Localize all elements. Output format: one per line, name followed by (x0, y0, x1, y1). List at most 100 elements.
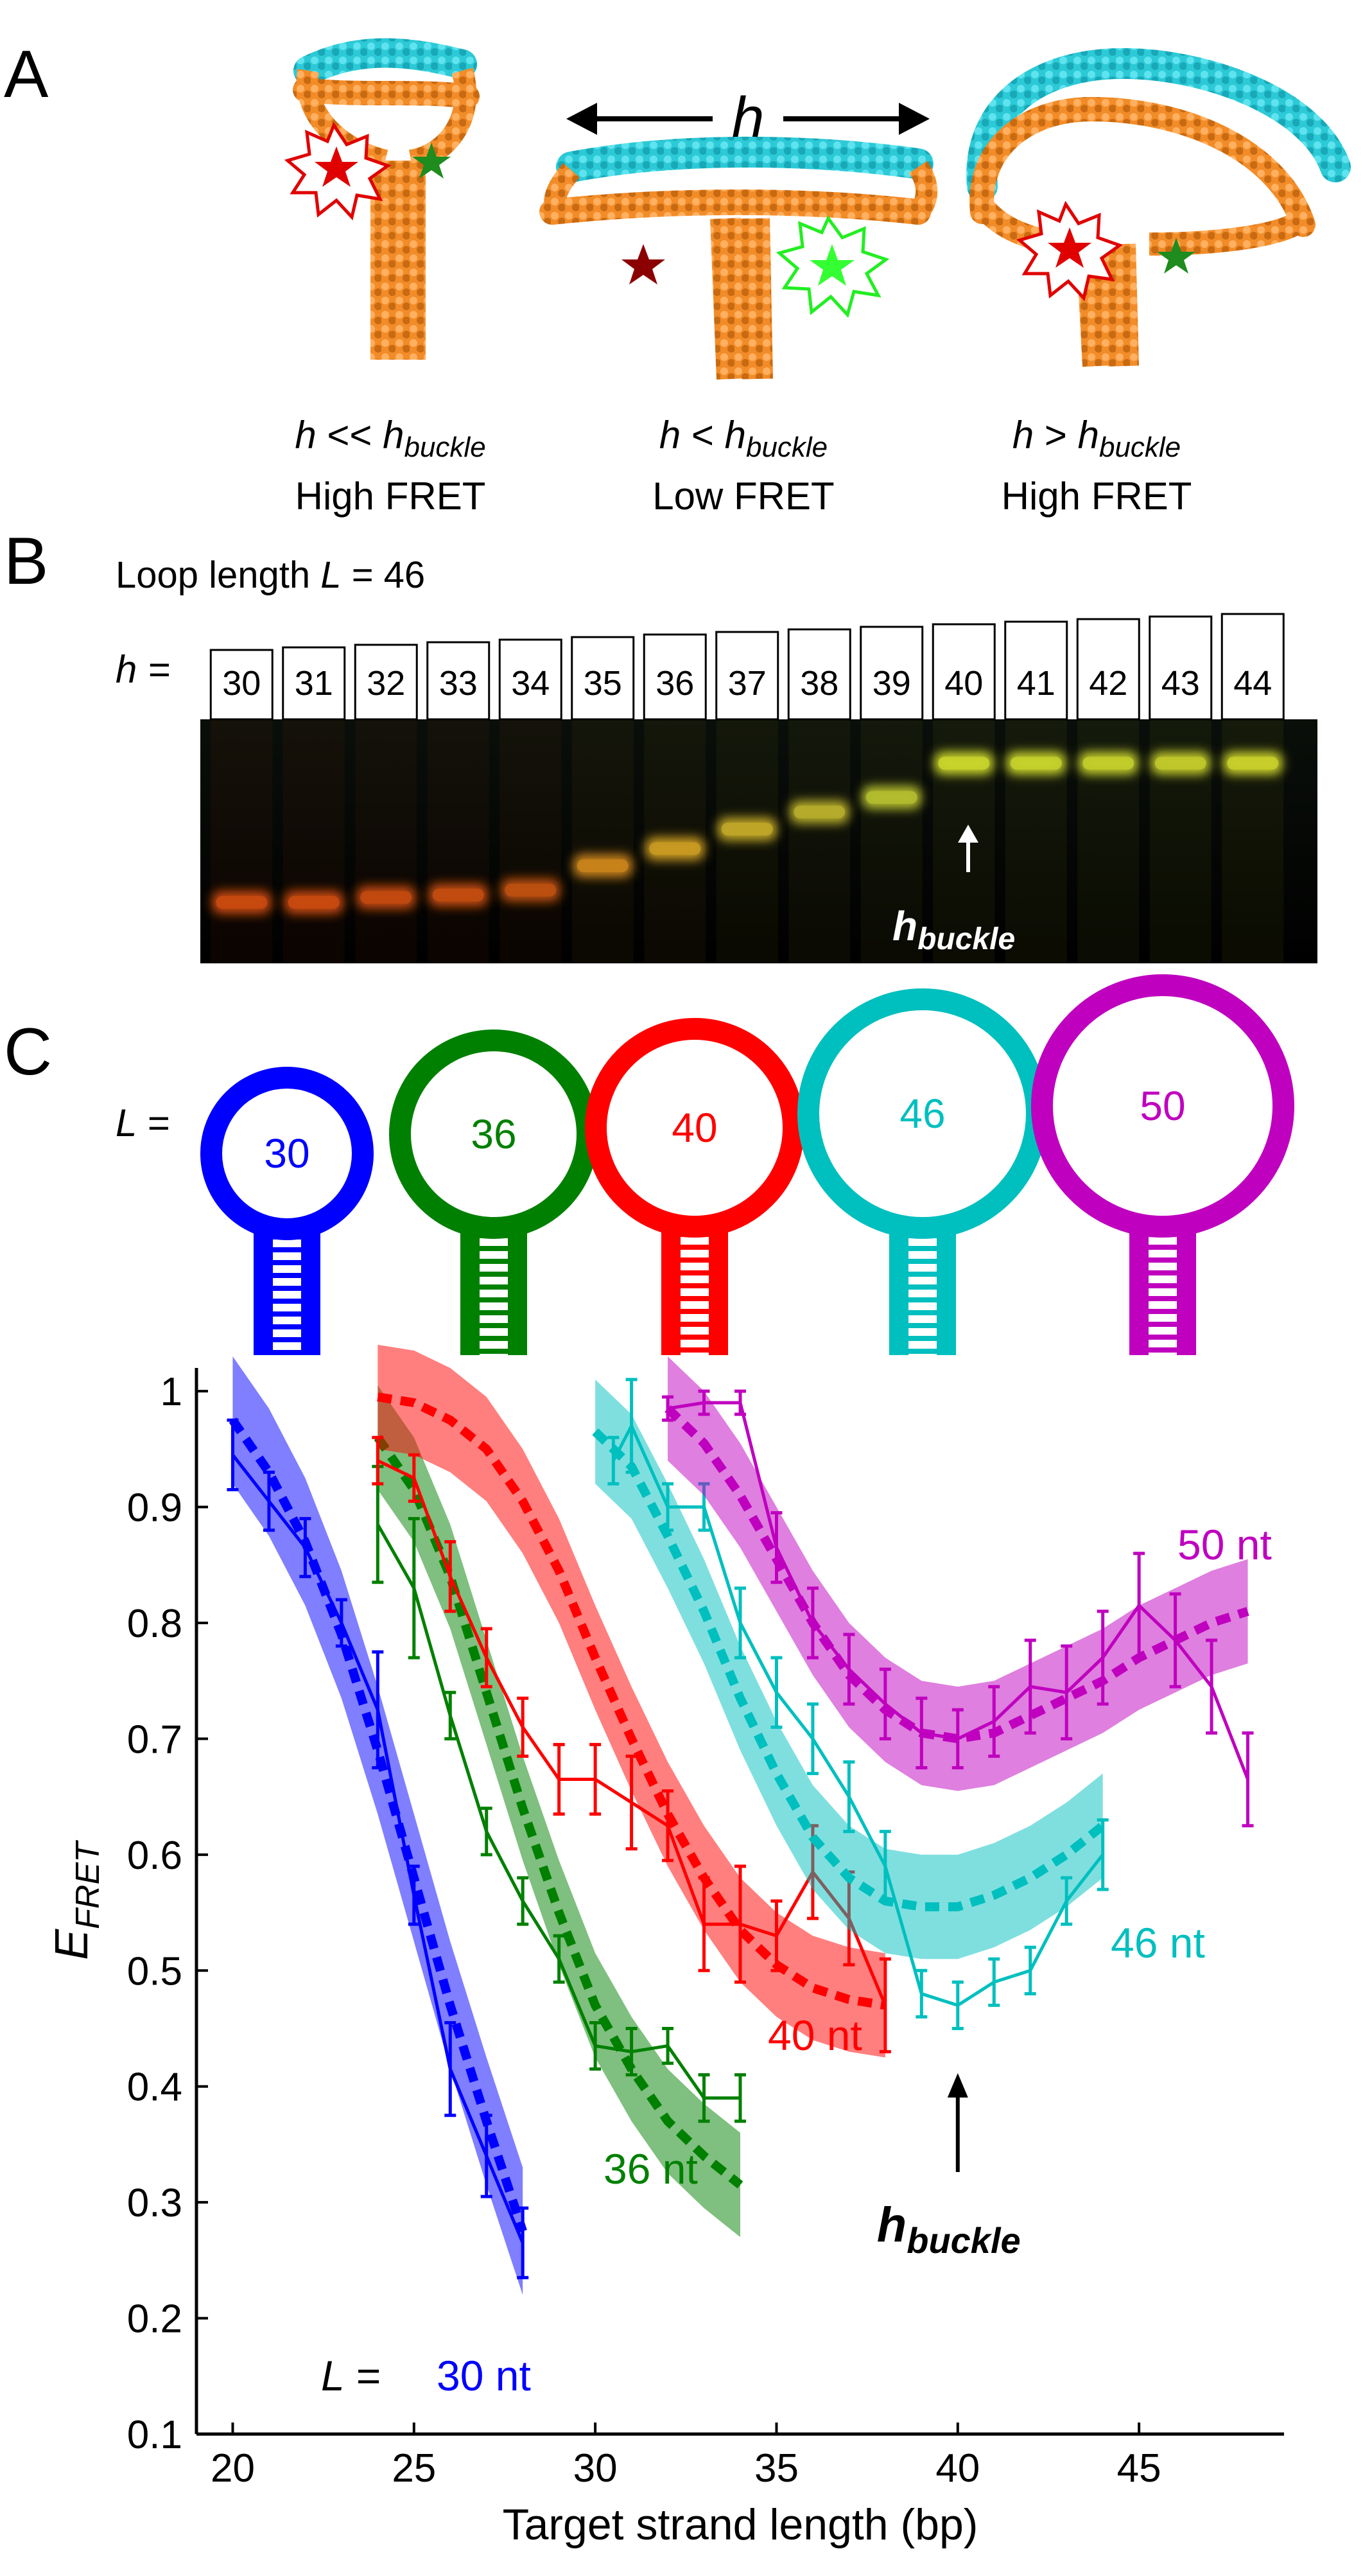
error-bar (553, 1742, 565, 1816)
error-bar (843, 1760, 855, 1834)
molecule-t-shape (284, 38, 480, 360)
error-bar (263, 1470, 275, 1532)
lane-label-box (1220, 613, 1285, 721)
error-bar (916, 1968, 928, 2019)
state-caption-3: h > hbuckle High FRET (930, 411, 1263, 521)
error-bar (625, 1754, 638, 1851)
series-label: 36 nt (604, 2145, 698, 2193)
base-pair (480, 1323, 508, 1328)
cond-hb: h (383, 414, 404, 457)
error-bar (607, 1435, 620, 1485)
lane-label-box (1004, 620, 1068, 721)
gel-band-core (432, 888, 484, 902)
gel-lane (644, 719, 706, 963)
x-tick-label: 35 (754, 2446, 799, 2491)
base-pair (1149, 1257, 1177, 1263)
hbuckle-h: h (892, 903, 917, 949)
base-pair (681, 1309, 709, 1314)
error-bar (662, 1395, 674, 1422)
base-pair (1149, 1232, 1177, 1237)
error-bar (517, 1696, 529, 1758)
error-bar (625, 1378, 638, 1474)
y-tick-label: 0.9 (127, 1486, 182, 1530)
x-tick-label: 30 (573, 2446, 618, 2491)
stem-strand (508, 1224, 527, 1355)
error-bar (517, 2206, 529, 2279)
error-bar (1242, 1731, 1254, 1828)
loop-var: L (320, 554, 342, 596)
base-pair (908, 1336, 937, 1341)
gel-lane (933, 719, 995, 963)
base-pair (273, 1299, 301, 1304)
error-bar (879, 1830, 891, 1903)
error-bar (444, 2020, 456, 2117)
base-pair (480, 1336, 508, 1341)
hairpin-loop: 50 (1031, 974, 1294, 1355)
lane-label-box (932, 623, 996, 721)
base-pair (908, 1246, 937, 1251)
efret-chart: 0.1 0.2 0.3 0.4 0.5 0.6 0.7 0.8 0.9 1 20 25 30 35 40 45… (46, 1344, 1284, 2549)
error-bar (1024, 1638, 1036, 1735)
fit-band (378, 1385, 740, 2238)
gel-lane (499, 719, 562, 963)
y-tick-label: 1 (161, 1370, 182, 1414)
base-pair (480, 1297, 508, 1302)
fret-label: Low FRET (652, 475, 835, 518)
hairpin-loop: 30 (200, 1067, 374, 1355)
lane-label: 38 (800, 664, 838, 703)
error-bar (698, 1876, 710, 1972)
base-pair (273, 1324, 301, 1329)
cond-h: h (1012, 414, 1034, 457)
error-bar (372, 1650, 384, 1769)
stem-strand (1129, 1223, 1149, 1355)
lane-smear (499, 719, 562, 963)
base-pair (1149, 1347, 1177, 1353)
error-bar (335, 1598, 347, 1648)
y-label-sub: FRET (69, 1840, 107, 1929)
base-pair (273, 1337, 301, 1342)
base-pair (480, 1259, 508, 1264)
gel-band-core (505, 884, 557, 897)
gel-lane (1149, 719, 1211, 963)
gel-band-core (577, 859, 629, 872)
lane-label-box (354, 644, 418, 721)
fit-band (595, 1380, 1103, 1959)
series: 46 nt (592, 1378, 1205, 2030)
base-pair (273, 1247, 301, 1252)
molecule-buckled (966, 48, 1351, 367)
base-pair (480, 1246, 508, 1251)
error-bar (372, 1435, 384, 1485)
series-label: 46 nt (1111, 1919, 1205, 1967)
gel-lane (427, 719, 489, 963)
stem-strand (937, 1224, 956, 1355)
error-bar (589, 1742, 602, 1816)
cond-h: h (295, 414, 317, 457)
base-pair (681, 1270, 709, 1275)
gel-lane (355, 719, 417, 963)
error-bar (444, 1540, 456, 1613)
y-axis-label: EFRET (46, 1840, 107, 1960)
error-bar (1024, 1945, 1036, 1995)
error-bar (227, 1418, 239, 1491)
gel-band-core (360, 891, 412, 904)
x-axis-label: Target strand length (bp) (503, 2500, 978, 2549)
gel-lane (716, 719, 778, 963)
loop-length-value: 40 (672, 1105, 717, 1151)
panel-b-letter: B (4, 524, 49, 599)
h-equals-label: h = (116, 648, 171, 691)
gel-lane (1222, 719, 1284, 963)
state-caption-1: h << hbuckle High FRET (223, 411, 557, 521)
error-bar (1061, 1644, 1073, 1740)
lane-label-box (282, 646, 346, 721)
molecule-straight (539, 136, 938, 380)
loop-length-value: 30 (264, 1130, 309, 1177)
lane-label-box (571, 636, 635, 721)
gel-band-core (938, 757, 990, 770)
error-bar (1061, 1876, 1073, 1926)
error-bar (806, 1702, 819, 1776)
error-bar (1133, 1552, 1145, 1660)
base-pair (273, 1273, 301, 1278)
gel-lane (1005, 719, 1067, 963)
base-pair (681, 1335, 709, 1340)
stem-strand (460, 1224, 480, 1355)
